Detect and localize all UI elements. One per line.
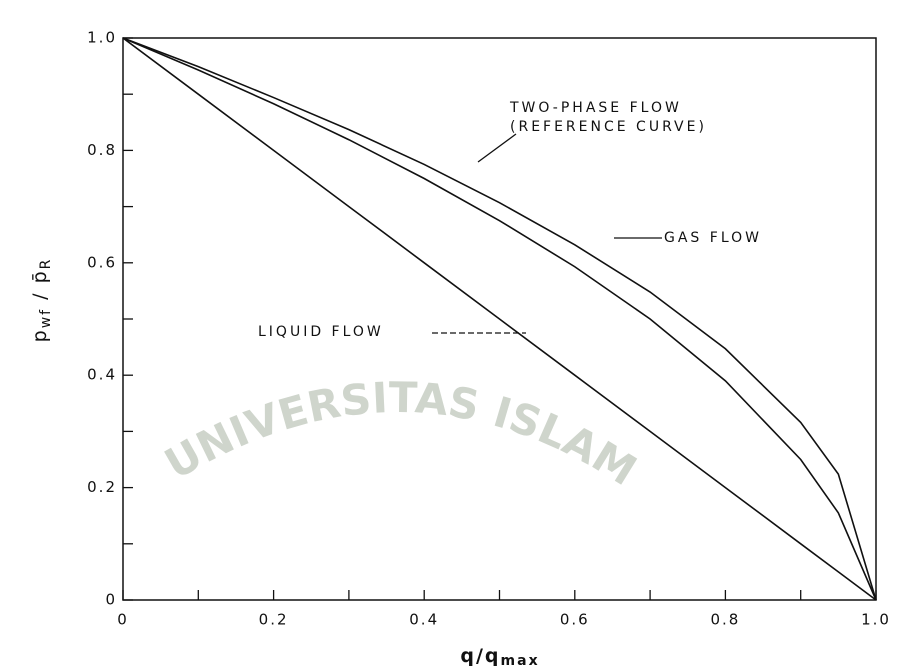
y-axis-label-sub: R xyxy=(38,258,54,270)
y-tick-label: 0.8 xyxy=(87,141,117,159)
x-tick-label: 1.0 xyxy=(861,611,891,629)
y-axis-label-sub: wf xyxy=(38,308,54,328)
y-axis-label: pwf / p̄R xyxy=(29,258,55,343)
y-tick-label: 0 xyxy=(105,591,117,609)
y-tick-label: 0.6 xyxy=(87,253,117,271)
x-axis-label: q/qmax xyxy=(460,645,539,670)
watermark: UNIVERSITAS ISLAM RIAU xyxy=(0,0,646,495)
x-tick-label: 0.2 xyxy=(259,611,289,629)
chart: UNIVERSITAS ISLAM RIAU TWO-PHASE FLOW (R… xyxy=(0,0,900,671)
annotation: LIQUID FLOW xyxy=(258,324,384,340)
annotation: (REFERENCE CURVE) xyxy=(510,119,707,135)
annotation: TWO-PHASE FLOW xyxy=(509,100,682,116)
y-tick-label: 0.4 xyxy=(87,366,117,384)
x-tick-label: 0.8 xyxy=(710,611,740,629)
leader-line xyxy=(478,134,516,162)
x-axis-label-sub: max xyxy=(501,653,540,669)
annotation: GAS FLOW xyxy=(664,230,762,246)
y-tick-label: 1.0 xyxy=(87,29,117,47)
y-tick-label: 0.2 xyxy=(87,478,117,496)
x-tick-label: 0 xyxy=(117,611,129,629)
watermark-text: UNIVERSITAS ISLAM RIAU xyxy=(0,0,646,495)
y-axis-label-part: p xyxy=(29,328,51,342)
y-axis-label-part: / p̄ xyxy=(29,269,51,308)
series-line xyxy=(123,38,876,600)
x-tick-label: 0.4 xyxy=(409,611,439,629)
x-axis-label-part: q/q xyxy=(460,645,500,667)
x-tick-label: 0.6 xyxy=(560,611,590,629)
